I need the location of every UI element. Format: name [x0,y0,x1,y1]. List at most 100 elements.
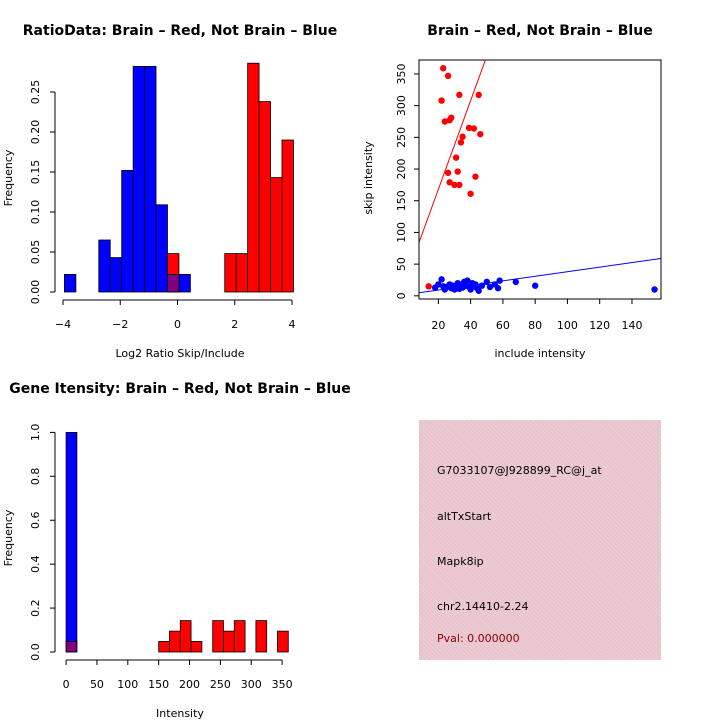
x-tick-label: 140 [621,319,642,332]
chart-title: Gene Itensity: Brain – Red, Not Brain – … [9,381,351,397]
point-blue [486,283,494,291]
probe-id: G7033107@J928899_RC@j_at [437,464,602,477]
x-tick-label: 0 [174,318,181,331]
point-red [425,283,432,290]
x-tick-label: 40 [464,319,478,332]
point-red [475,91,482,99]
point-blue [512,278,519,286]
info-panel: G7033107@J928899_RC@j_at altTxStart Mapk… [419,420,661,660]
y-tick-label: 150 [395,190,408,211]
y-tick-label: 0.6 [29,511,42,529]
bar-red [277,630,289,653]
point-red [456,91,463,99]
y-tick-label: 50 [395,257,408,271]
point-red [446,179,453,186]
y-axis-label: skip intensity [362,141,375,215]
x-tick-label: −2 [112,318,128,331]
fit-line-red [419,60,486,243]
chart-title: RatioData: Brain – Red, Not Brain – Blue [23,23,337,39]
point-red [477,130,484,138]
bar-blue [98,239,111,293]
bar-overlap [65,641,78,653]
point-blue [494,285,502,292]
plot-frame [418,59,662,300]
x-tick-label: 80 [528,319,542,332]
bar-red [223,630,235,653]
bar-red [235,253,249,293]
x-tick-label: 60 [496,319,510,332]
x-tick-label: 0 [63,678,70,691]
bar-blue [109,257,123,293]
x-axis-label: Intensity [156,707,204,720]
x-tick-label: 150 [148,678,169,691]
point-blue [531,282,539,289]
point-red [440,65,447,72]
point-red [441,118,449,125]
point-red [451,181,458,189]
point-red [467,190,474,197]
point-red [472,173,479,180]
x-tick-label: 120 [589,319,610,332]
y-tick-label: 1.0 [29,424,42,442]
y-tick-label: 0 [395,292,408,299]
point-blue [435,281,442,288]
pval-text: Pval: 0.000000 [437,632,520,645]
bar-blue [65,431,78,653]
genomic-location: chr2.14410-2.24 [437,600,529,613]
bar-red [270,177,283,293]
y-tick-label: 100 [395,222,408,243]
x-tick-label: 100 [117,678,138,691]
point-blue [464,277,471,284]
bar-red [179,620,192,653]
bar-red [281,139,294,293]
bar-red [258,101,271,293]
point-red [459,133,466,140]
y-tick-label: 200 [395,159,408,180]
y-tick-label: 0.4 [29,555,42,573]
x-tick-label: 2 [231,318,238,331]
y-tick-label: 300 [395,95,408,116]
x-tick-label: 200 [179,678,200,691]
bar-red [158,641,170,653]
y-tick-label: 0.0 [29,643,42,661]
point-blue [438,276,445,283]
point-red [457,139,465,146]
x-tick-label: 300 [241,678,262,691]
point-red [444,169,452,177]
point-blue [496,277,503,284]
x-tick-label: −4 [55,318,71,331]
point-red [456,181,463,189]
point-red [465,124,473,132]
point-blue [478,282,486,289]
bar-red [212,620,224,653]
y-tick-label: 0.8 [29,468,42,486]
point-red [438,97,445,104]
y-tick-label: 250 [395,127,408,148]
x-axis-label: include intensity [494,347,586,360]
x-tick-label: 350 [272,678,293,691]
y-axis-label: Frequency [2,149,15,206]
point-red [452,154,460,161]
bar-red [255,620,268,653]
bar-red [247,62,260,293]
x-tick-label: 250 [210,678,231,691]
bar-blue [132,66,145,293]
y-tick-label: 0.2 [29,599,42,617]
y-tick-label: 0.00 [29,280,42,305]
bar-overlap [167,273,180,293]
gene-name: Mapk8ip [437,555,484,568]
point-blue [475,287,482,294]
bar-red [224,253,237,293]
point-red [444,72,452,80]
x-tick-label: 20 [431,319,445,332]
point-red [448,114,455,121]
point-red [454,168,461,175]
bar-blue [178,273,191,293]
x-tick-label: 4 [289,318,296,331]
y-axis-label: Frequency [2,509,15,566]
bar-red [169,630,181,653]
bar-blue [144,66,157,293]
x-axis-label: Log2 Ratio Skip/Include [115,347,244,360]
y-tick-label: 0.20 [29,120,42,145]
